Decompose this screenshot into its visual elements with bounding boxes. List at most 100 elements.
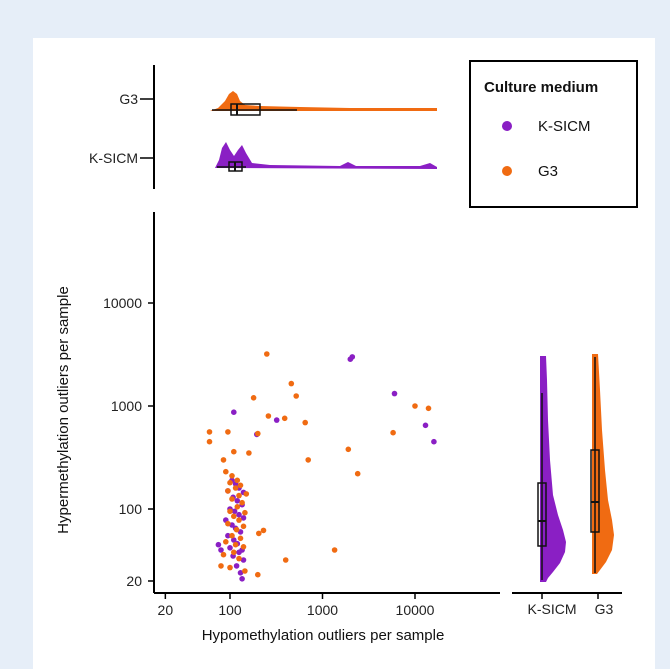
x-tick-label: 20: [158, 602, 174, 618]
scatter-point-ksicm: [239, 576, 245, 582]
scatter-point-g3: [260, 527, 267, 534]
scatter-point-ksicm: [231, 409, 237, 416]
right-category-label-g3: G3: [595, 601, 614, 617]
scatter-point-g3: [255, 530, 262, 537]
scatter-point-g3: [225, 488, 231, 494]
scatter-point-g3: [254, 430, 261, 437]
legend-title: Culture medium: [484, 79, 598, 96]
scatter-point-g3: [254, 571, 261, 578]
right-boxplot-g3: [590, 357, 600, 573]
scatter-point-ksicm: [347, 356, 354, 363]
scatter-point-ksicm: [236, 511, 242, 518]
main-y-ticks: 20 100 1000 10000: [103, 295, 154, 589]
scatter-point-g3: [236, 555, 242, 562]
scatter-point-g3: [218, 563, 224, 569]
scatter-point-ksicm: [231, 537, 237, 543]
scatter-point-g3: [331, 547, 338, 553]
scatter-point-g3: [250, 395, 257, 401]
scatter-point-ksicm: [215, 541, 222, 548]
right-density-g3: [592, 354, 614, 574]
scatter-point-g3: [242, 568, 248, 574]
scatter-point-g3: [223, 539, 229, 545]
scatter-point-g3: [282, 557, 289, 563]
scatter-point-g3: [225, 429, 231, 435]
scatter-point-g3: [281, 415, 288, 422]
scatter-point-g3: [223, 468, 229, 475]
scatter-point-g3: [390, 429, 396, 436]
scatter-point-g3: [206, 438, 213, 445]
scatter-point-g3: [232, 485, 239, 491]
scatter-point-g3: [227, 564, 233, 571]
scatter-point-ksicm: [218, 547, 224, 553]
scatter-point-ksicm: [236, 549, 242, 556]
scatter-point-g3: [293, 393, 300, 399]
legend-marker-g3: [502, 166, 512, 176]
scatter-point-ksicm: [225, 532, 231, 539]
scatter-point-g3: [227, 508, 233, 515]
legend: Culture medium K-SICM G3: [469, 60, 638, 208]
scatter-point-g3: [234, 477, 241, 484]
scatter-points: [206, 351, 437, 582]
scatter-point-g3: [242, 509, 248, 516]
main-x-ticks: 20 100 1000 10000: [158, 593, 435, 618]
scatter-point-g3: [236, 492, 242, 499]
scatter-point-ksicm: [431, 438, 437, 445]
top-density-ksicm: [215, 142, 437, 169]
scatter-point-g3: [231, 549, 237, 556]
top-boxplot-g3: [212, 103, 297, 116]
scatter-point-g3: [229, 473, 235, 479]
top-density-g3: [210, 91, 437, 111]
scatter-point-g3: [265, 413, 272, 419]
scatter-point-g3: [234, 504, 241, 510]
scatter-point-g3: [354, 470, 361, 477]
scatter-point-g3: [232, 541, 239, 548]
scatter-point-ksicm: [273, 417, 280, 423]
scatter-point-ksicm: [234, 498, 241, 504]
top-boxplot-ksicm: [217, 161, 246, 172]
scatter-point-g3: [220, 457, 227, 463]
y-tick-label: 10000: [103, 295, 142, 311]
scatter-point-g3: [264, 351, 270, 357]
y-tick-label: 1000: [111, 398, 142, 414]
legend-box: [469, 60, 638, 208]
scatter-point-g3: [246, 450, 252, 456]
scatter-point-g3: [243, 491, 250, 497]
scatter-point-g3: [220, 551, 227, 558]
right-density-ksicm: [540, 356, 566, 582]
scatter-point-g3: [227, 479, 233, 486]
scatter-point-g3: [237, 535, 244, 542]
scatter-point-ksicm: [231, 508, 238, 515]
scatter-point-g3: [236, 517, 242, 523]
scatter-point-g3: [206, 429, 213, 435]
scatter-point-ksicm: [237, 570, 244, 576]
x-tick-label: 10000: [396, 602, 435, 618]
scatter-point-g3: [305, 457, 312, 463]
legend-marker-ksicm: [502, 121, 512, 131]
scatter-point-ksicm: [227, 545, 233, 551]
scatter-point-g3: [240, 523, 247, 530]
x-axis-title: Hypomethylation outliers per sample: [202, 627, 445, 644]
legend-label-ksicm: K-SICM: [538, 118, 591, 135]
scatter-point-ksicm: [391, 390, 398, 397]
scatter-point-ksicm: [233, 563, 240, 569]
y-tick-label: 20: [126, 573, 142, 589]
scatter-point-g3: [231, 448, 237, 455]
scatter-point-g3: [240, 544, 247, 550]
scatter-point-g3: [412, 403, 418, 409]
scatter-point-ksicm: [240, 515, 247, 521]
scatter-point-g3: [229, 496, 235, 502]
legend-label-g3: G3: [538, 163, 558, 180]
scatter-point-ksicm: [240, 557, 247, 563]
right-category-label-ksicm: K-SICM: [528, 601, 577, 617]
y-tick-label: 100: [119, 501, 143, 517]
scatter-point-g3: [239, 499, 245, 506]
y-axis-title: Hypermethylation outliers per sample: [55, 286, 72, 534]
scatter-point-g3: [225, 520, 231, 527]
scatter-point-g3: [345, 446, 352, 453]
scatter-point-g3: [237, 482, 244, 489]
scatter-point-ksicm: [422, 422, 429, 429]
scatter-point-g3: [425, 405, 432, 412]
x-tick-label: 1000: [307, 602, 338, 618]
top-category-label-g3: G3: [119, 91, 138, 107]
